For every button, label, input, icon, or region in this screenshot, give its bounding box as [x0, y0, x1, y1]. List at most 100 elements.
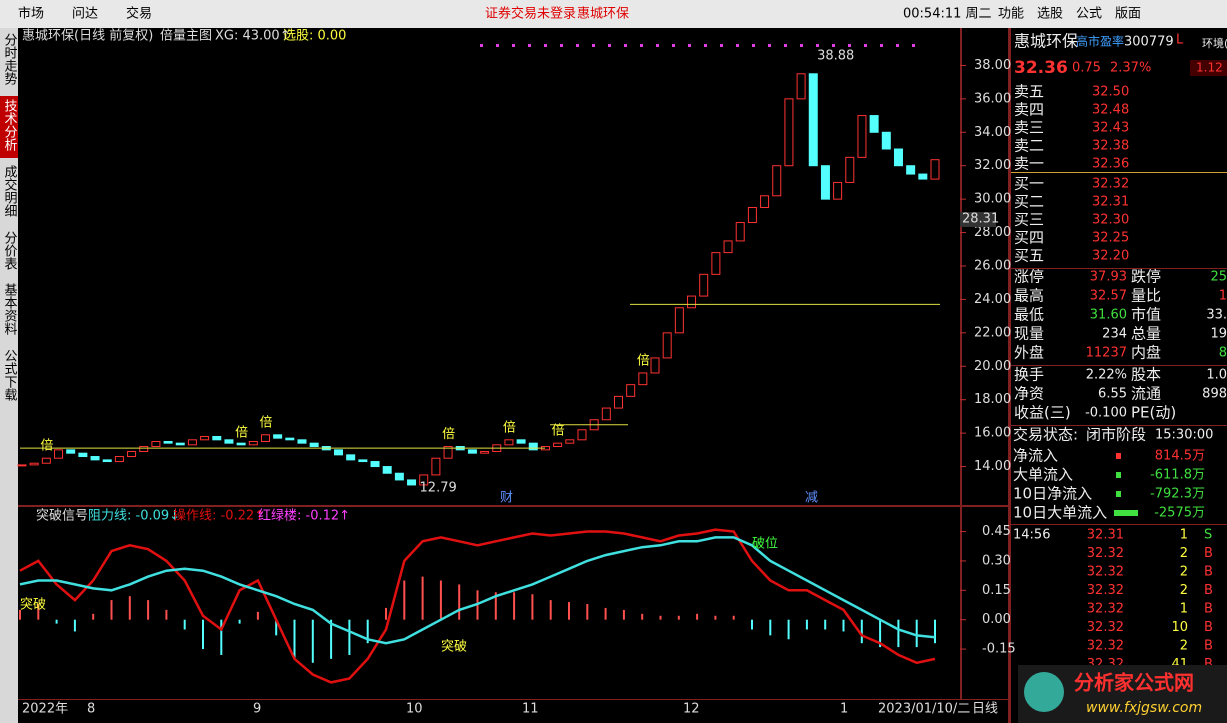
menu-item[interactable]: 交易 [126, 6, 152, 22]
flow-value: 814.5万 [1155, 449, 1205, 464]
dot [576, 44, 579, 47]
menu-tool[interactable]: 功能 [998, 7, 1024, 22]
stat: 2.22% [1086, 368, 1127, 383]
low-label: 12.79 [420, 481, 457, 496]
candle [808, 73, 818, 167]
dot [880, 44, 883, 47]
flow-bar [1116, 472, 1121, 478]
side-value: 1.12 [1196, 61, 1223, 75]
indicator-name: 倍量主图 [160, 29, 212, 44]
dot [512, 44, 515, 47]
trade-volume: 1 [1180, 602, 1188, 617]
divider [1011, 268, 1227, 269]
candle [187, 439, 197, 446]
stat: 内盘 [1131, 344, 1161, 362]
flow-label: 净流入 [1013, 447, 1058, 465]
menu-item[interactable]: 问达 [72, 7, 98, 22]
dot [672, 44, 675, 47]
trade-price: 32.31 [1087, 528, 1124, 543]
signal: 倍 [503, 420, 516, 435]
price: 32.36 [1014, 58, 1068, 78]
candle [528, 442, 538, 451]
candle [127, 451, 137, 458]
candle [248, 440, 258, 446]
logo-url: www.fxjgsw.com [1086, 700, 1202, 716]
status: 交易状态: [1013, 426, 1078, 444]
menu-tool[interactable]: 版面 [1115, 7, 1141, 22]
flow-bar [1116, 491, 1121, 497]
side-tab[interactable]: 成交明细 [2, 165, 18, 217]
trade-side: B [1204, 639, 1213, 654]
y-tick-label: 32.00 [974, 158, 1011, 173]
candle [78, 452, 88, 458]
candle [431, 457, 441, 476]
event: 财 [500, 491, 513, 506]
candle [723, 240, 733, 254]
menu-item[interactable]: 市场 [18, 6, 44, 22]
y-tick-label: 0.00 [982, 612, 1011, 627]
trade-price: 32.32 [1087, 639, 1124, 654]
book-label: 卖二 [1014, 137, 1044, 155]
side-tab[interactable]: 分价表 [2, 231, 18, 270]
x-tick-label: 2023/01/10/二 [878, 702, 970, 717]
book-price: 32.20 [1092, 249, 1129, 264]
candle [102, 459, 112, 463]
candle [212, 435, 222, 441]
candle [467, 449, 477, 454]
trade-time: 14:56 [1013, 528, 1050, 543]
candle [760, 195, 770, 208]
x-tick-label: 10 [406, 702, 423, 717]
side-bar [0, 28, 18, 723]
side-tab[interactable]: 基本资料 [2, 283, 18, 335]
status: 闭市阶段 [1086, 426, 1146, 444]
menu-stock: 惠城环保 [577, 7, 629, 22]
x-tick-label: 11 [522, 702, 539, 717]
book-label: 买一 [1014, 175, 1044, 193]
candle [163, 440, 173, 444]
side-tab[interactable]: 公式下载 [2, 349, 18, 402]
trade-side: B [1204, 546, 1213, 561]
flow-value: -792.3万 [1150, 487, 1205, 502]
trade-volume: 10 [1171, 620, 1188, 635]
dot [912, 44, 915, 47]
book-price: 32.30 [1092, 213, 1129, 228]
menu-bar [0, 0, 1227, 28]
divider [18, 699, 1008, 700]
book-label: 卖四 [1014, 101, 1044, 119]
candle [175, 442, 185, 446]
logo-title: 分析家公式网 [1074, 671, 1194, 695]
period[interactable]: 日线 [972, 702, 998, 717]
stat: 234 [1102, 327, 1127, 342]
trade-price: 32.32 [1087, 565, 1124, 580]
dot [864, 44, 867, 47]
candle [735, 222, 745, 242]
menu-tool[interactable]: 公式 [1076, 7, 1102, 22]
candle [54, 449, 64, 459]
menu-tool[interactable]: 选股 [1037, 7, 1063, 22]
book-price: 32.38 [1092, 139, 1129, 154]
candle [857, 115, 867, 158]
logo-icon [1024, 672, 1064, 712]
candle [577, 429, 587, 441]
candle [29, 462, 39, 466]
change: 0.75 [1072, 61, 1101, 76]
legend-item: 操作线: -0.22↑ [173, 508, 265, 524]
pct: 2.37% [1110, 61, 1151, 76]
book-price: 32.43 [1092, 121, 1129, 136]
candle [394, 472, 404, 481]
candle [626, 384, 636, 397]
trade-volume: 2 [1180, 639, 1188, 654]
book-price: 32.32 [1092, 177, 1129, 192]
dot [784, 44, 787, 47]
candle [930, 159, 940, 180]
side-tab[interactable]: 技术分析 [2, 99, 18, 151]
candle [151, 440, 161, 448]
stat: 总量 [1131, 325, 1161, 343]
candle [200, 435, 210, 441]
dot [704, 44, 707, 47]
candle [273, 434, 283, 439]
dot [752, 44, 755, 47]
y-tick-label: 16.00 [974, 426, 1011, 441]
side-tab[interactable]: 分时走势 [2, 33, 18, 86]
y-tick-label: 22.00 [974, 325, 1011, 340]
